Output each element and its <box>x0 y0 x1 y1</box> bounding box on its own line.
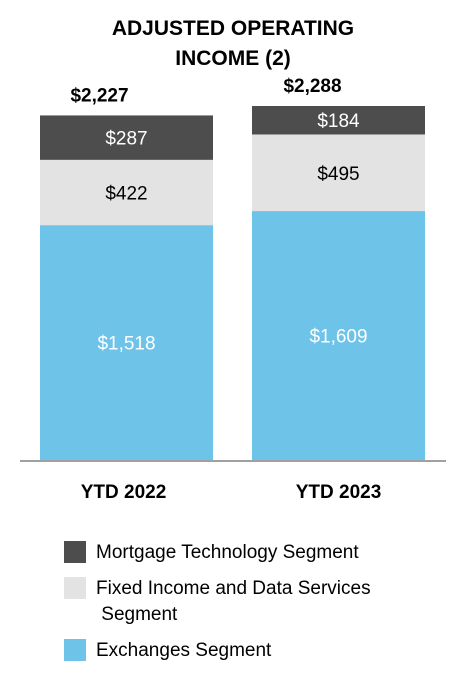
bar-segment-label-0-1: $422 <box>105 183 147 204</box>
bar-segment-1-1 <box>252 134 425 212</box>
legend-label: Mortgage Technology Segment <box>96 540 416 566</box>
legend-label: Exchanges Segment <box>96 638 416 664</box>
chart-title-line-2: INCOME (2) <box>175 47 291 70</box>
bar-segment-1-2 <box>252 106 425 135</box>
legend-item: Mortgage Technology Segment <box>64 540 416 566</box>
legend-swatch <box>64 639 86 661</box>
chart-title: ADJUSTED OPERATING INCOME (2) <box>0 14 466 74</box>
stacked-bar-chart: $1,518 $422 $287 $2,227 YTD 2022 $1,609 $495 $1… <box>20 76 446 503</box>
chart-title-line-1: ADJUSTED OPERATING <box>111 17 355 40</box>
bar-total-label-1: $2,288 <box>283 76 341 97</box>
chart-legend: Mortgage Technology Segment Fixed Income … <box>64 540 416 674</box>
bar-segment-label-0-0: $1,518 <box>97 334 155 355</box>
legend-label-line: Segment <box>96 604 178 625</box>
bar-total-label-0: $2,227 <box>70 85 128 106</box>
legend-label-line: Fixed Income and Data Services <box>96 578 371 599</box>
bar-segment-1-0 <box>252 211 425 460</box>
x-tick-label-1: YTD 2023 <box>296 482 382 503</box>
bar-segment-label-1-1: $495 <box>317 164 359 185</box>
legend-label: Fixed Income and Data Services Segment <box>96 576 416 628</box>
legend-label-line: Exchanges Segment <box>96 640 272 661</box>
legend-swatch <box>64 577 86 599</box>
x-tick-label-0: YTD 2022 <box>81 482 167 503</box>
legend-item: Exchanges Segment <box>64 638 416 664</box>
bar-segment-label-1-0: $1,609 <box>309 327 367 348</box>
legend-item: Fixed Income and Data Services Segment <box>64 576 416 628</box>
legend-swatch <box>64 541 86 563</box>
legend-label-line: Mortgage Technology Segment <box>96 542 359 563</box>
bar-segment-0-0 <box>40 225 213 460</box>
bar-segment-label-1-2: $184 <box>317 111 360 132</box>
bar-segment-label-0-2: $287 <box>105 129 147 150</box>
bar-segment-0-1 <box>40 159 213 226</box>
bar-segment-0-2 <box>40 115 213 160</box>
